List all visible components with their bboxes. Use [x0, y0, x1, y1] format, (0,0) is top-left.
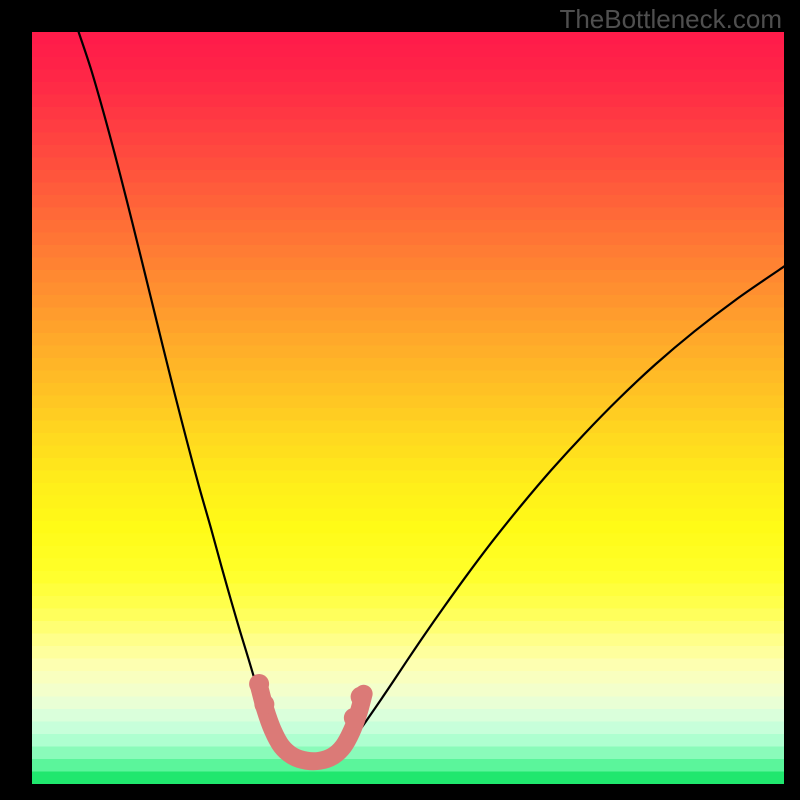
watermark-text: TheBottleneck.com [559, 4, 782, 35]
bottleneck-curves [32, 32, 784, 784]
valley-dot [249, 674, 269, 694]
valley-dot [351, 687, 371, 707]
chart-root: TheBottleneck.com [0, 0, 800, 800]
valley-dot [254, 694, 274, 714]
right-bottleneck-curve [331, 266, 784, 759]
valley-dot [344, 708, 364, 728]
left-bottleneck-curve [79, 32, 294, 759]
plot-area [32, 32, 784, 784]
